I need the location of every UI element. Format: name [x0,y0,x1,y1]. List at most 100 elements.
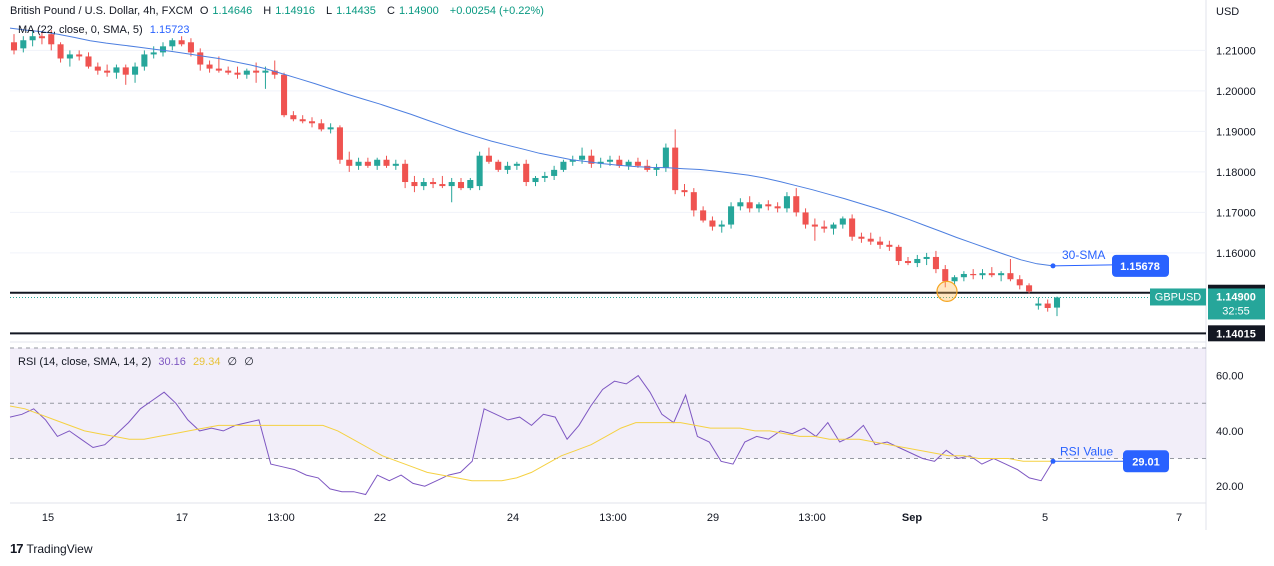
ohlc-close: C 1.14900 [386,5,439,17]
ma-value-box [1112,254,1169,277]
candle-body [66,54,73,59]
price-axis-tick: 1.17000 [1216,207,1256,219]
rsi-extra-1: ∅ [227,356,238,368]
candle-body [57,44,64,59]
ma-legend[interactable]: MA (22, close, 0, SMA, 5) 1.15723 [18,24,194,36]
candle-body [281,74,288,116]
candle-body [625,161,632,166]
candle-body [579,155,586,160]
candle-body [932,256,939,270]
candle-body [942,269,949,282]
candle-body [718,224,725,227]
candle-body [811,224,818,227]
candle-body [904,261,912,264]
candle-body [215,68,222,71]
candle-body [476,155,483,187]
ohlc-low: L 1.14435 [326,5,376,17]
candle-body [960,273,967,278]
candle-body [38,36,45,39]
candle-body [94,66,101,71]
symbol-tag [1150,288,1206,306]
candle-body [299,119,306,122]
price-levels [10,291,1206,335]
candle-body [970,273,977,276]
candle-body [979,273,986,276]
candle-body [597,161,604,164]
candle-body [700,210,707,221]
candle-body [783,196,790,209]
candle-body [551,169,558,176]
candle-body [178,40,185,45]
time-axis-tick: Sep [902,512,922,524]
tradingview-logo-icon: 17 [10,541,24,556]
candle-body [644,165,651,170]
time-axis-tick: 15 [42,512,54,524]
ma-value-text: 1.15678 [1120,261,1160,273]
candle-body [634,161,641,166]
time-axis[interactable]: 15 17 13:00 22 24 13:00 29 13:00 Sep 5 7 [42,512,1182,524]
price-axis[interactable]: 1.21000 1.20000 1.19000 1.18000 1.17000 1.160… [1216,45,1256,493]
ma-line [9,27,1054,267]
time-axis-tick: 13:00 [599,512,627,524]
candle-body [187,42,194,53]
highlight-circle [936,280,958,302]
price-change: +0.00254 (+0.22%) [449,5,544,17]
candle-body [29,36,36,41]
candle-body [308,121,316,124]
candle-body [774,206,781,209]
last-price-text: 1.14900 [1216,291,1256,303]
candle-body [886,244,893,247]
rsi-ma-line [9,405,1053,482]
time-axis-tick: 13:00 [798,512,826,524]
candle-body [1035,303,1042,306]
candle-body [392,163,399,166]
candle-body [448,182,455,187]
time-axis-tick: 5 [1042,512,1048,524]
candle-body [672,147,679,191]
candle-body [793,196,800,213]
candle-body [411,182,418,187]
rsi-extra-2: ∅ [244,356,254,368]
ma-legend-label: MA (22, close, 0, SMA, 5) [18,24,143,36]
candle-body [523,163,530,183]
time-axis-tick: 22 [374,512,386,524]
candle-body [1053,297,1061,308]
candle-body [327,127,334,130]
candle-body [197,52,204,65]
tradingview-brand: TradingView [26,541,93,556]
candle-body [755,204,763,209]
candle-body [364,161,371,166]
candle-body [858,236,865,239]
candle-body [877,241,884,245]
rsi-pane: RSI Value 29.01 [9,347,1206,496]
candle-body [821,226,828,229]
candle-body [662,147,669,168]
rsi-legend[interactable]: RSI (14, close, SMA, 14, 2) 30.16 29.34 … [18,355,258,368]
candle-body [206,64,213,69]
candle-body [346,159,353,166]
time-axis-tick: 13:00 [267,512,295,524]
candle-body [420,182,427,187]
symbol-title[interactable]: British Pound / U.S. Dollar, 4h, FXCM [10,5,193,17]
candle-body [606,159,614,162]
candle-body [914,258,921,264]
currency-label[interactable]: USD [1216,6,1240,18]
candle-body [849,218,856,237]
price-axis-tick: 1.21000 [1216,45,1256,57]
candle-body [132,66,139,75]
candle-body [988,273,995,276]
candle-body [616,159,623,166]
tradingview-logo[interactable]: 17 TradingView [10,541,93,556]
rsi-axis-tick: 20.00 [1216,481,1244,493]
price-axis-tick: 1.20000 [1216,86,1256,98]
rsi-ma-legend-value: 29.34 [192,356,221,368]
candle-body [681,190,688,193]
price-axis-tick: 1.18000 [1216,167,1256,179]
candle-body [513,163,520,166]
candle-body [588,155,595,164]
symbol-tag-text: GBPUSD [1155,291,1202,303]
candle-body [895,246,902,262]
price-axis-tick: 1.19000 [1216,126,1256,138]
